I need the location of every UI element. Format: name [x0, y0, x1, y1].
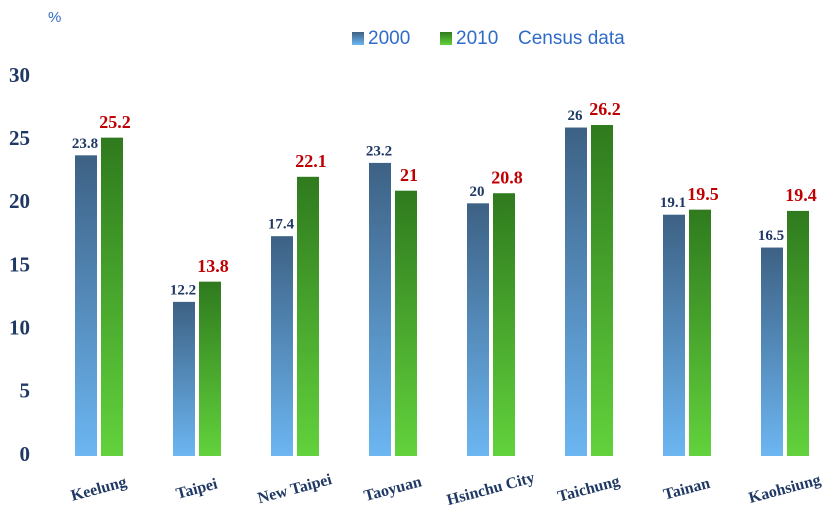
bar — [591, 125, 613, 457]
y-tick-label: 30 — [9, 63, 30, 87]
value-label: 16.5 — [758, 228, 784, 244]
value-label: 23.2 — [366, 143, 392, 159]
value-label: 19.1 — [660, 195, 686, 211]
legend-swatch — [440, 32, 452, 45]
legend-label: 2000 — [368, 28, 410, 49]
bar — [173, 301, 195, 456]
bar — [297, 176, 319, 456]
y-tick-label: 20 — [9, 189, 30, 213]
x-tick-label: New Taipei — [256, 471, 334, 507]
x-tick-label: Taoyuan — [362, 473, 423, 505]
bar — [787, 210, 809, 456]
y-tick-label: 15 — [9, 252, 30, 276]
x-tick-label: Kaohsiung — [747, 471, 823, 507]
bar — [467, 203, 489, 456]
value-label: 26.2 — [589, 99, 621, 119]
value-label: 25.2 — [99, 112, 131, 132]
bar — [101, 137, 123, 456]
bar — [565, 127, 587, 457]
value-label: 17.4 — [268, 217, 295, 233]
value-label: 12.2 — [170, 282, 196, 298]
x-tick-label: Taipei — [174, 475, 220, 502]
value-label: 19.5 — [687, 184, 719, 204]
bar — [689, 209, 711, 456]
x-tick-label: Hsinchu City — [445, 469, 537, 509]
x-tick-label: Keelung — [69, 474, 128, 505]
value-label: 20 — [470, 184, 485, 200]
bar — [369, 162, 391, 456]
value-label: 23.8 — [72, 136, 98, 152]
y-tick-label: 25 — [9, 126, 30, 150]
y-tick-label: 10 — [9, 315, 30, 339]
bar — [271, 236, 293, 456]
bar — [75, 155, 97, 456]
value-label: 13.8 — [197, 256, 229, 276]
y-axis-label: % — [48, 9, 61, 26]
value-label: 21 — [400, 165, 418, 185]
value-label: 19.4 — [785, 185, 817, 205]
bar — [199, 281, 221, 456]
y-tick-label: 5 — [20, 379, 31, 403]
value-label: 26 — [568, 108, 584, 124]
x-tick-label: Tainan — [662, 475, 712, 504]
value-label: 22.1 — [295, 151, 327, 171]
value-label: 20.8 — [491, 167, 523, 187]
bar — [493, 193, 515, 456]
legend-label: 2010 — [456, 28, 498, 49]
bar — [761, 247, 783, 456]
bar — [395, 190, 417, 456]
legend-swatch — [352, 32, 364, 45]
legend-note: Census data — [518, 28, 625, 49]
x-tick-label: Taichung — [556, 473, 622, 506]
bar — [663, 214, 685, 456]
y-tick-label: 0 — [20, 442, 31, 466]
